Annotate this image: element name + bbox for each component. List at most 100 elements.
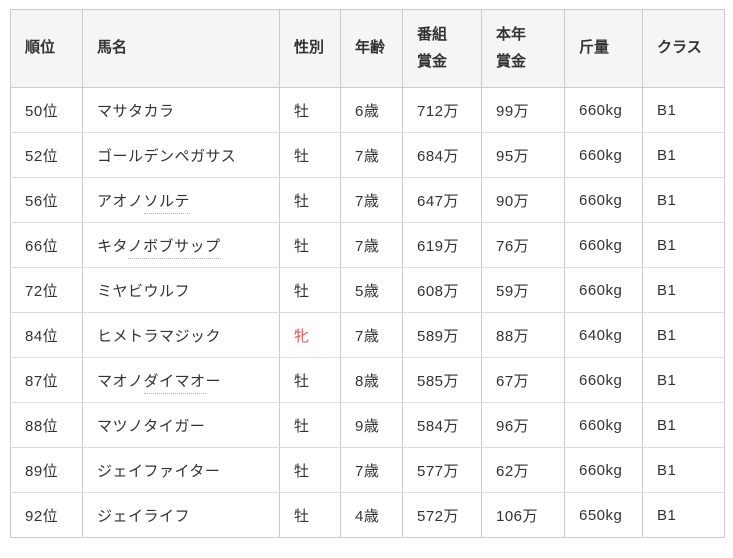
horse-name-text: アオノ (97, 192, 144, 210)
program-prize-cell: 619万 (402, 222, 482, 268)
program-prize-cell: 712万 (402, 87, 482, 133)
horse-name-cell: ヒメトラマジック (82, 312, 280, 358)
sex-cell: 牝 (279, 312, 341, 358)
rank-cell: 88位 (10, 402, 83, 448)
table-row: 56位 アオノソルテ牡 7歳 647万 90万 660kg B1 (10, 177, 725, 223)
program-prize-cell: 684万 (402, 132, 482, 178)
weight-cell: 650kg (564, 492, 643, 538)
table-row: 66位 キタノボブサップ牡 7歳 619万 76万 660kg B1 (10, 222, 725, 268)
horse-ranking-table: 順位 馬名 性別 年齢 番組 賞金 本年 賞金 斤量 クラス 50位 マサタカラ牡… (10, 9, 725, 538)
age-cell: 7歳 (340, 132, 403, 178)
table-row: 52位 ゴールデンペガサス 牡 7歳 684万 95万 660kg B1 (10, 132, 725, 178)
rank-cell: 89位 (10, 447, 83, 493)
horse-name-text: マオノ (97, 372, 144, 390)
sex-cell: 牡 (279, 447, 341, 493)
rank-cell: 87位 (10, 357, 83, 403)
year-prize-cell: 99万 (481, 87, 565, 133)
rank-cell: 84位 (10, 312, 83, 358)
class-cell: B1 (642, 222, 725, 268)
spellcheck-underlined-text: ノボブサップ (127, 237, 221, 259)
sex-cell: 牡 (279, 357, 341, 403)
horse-name-text: ミヤビウルフ (97, 282, 191, 300)
age-cell: 4歳 (340, 492, 403, 538)
table-row: 84位 ヒメトラマジック 牝 7歳 589万 88万 640kg B1 (10, 312, 725, 358)
class-cell: B1 (642, 357, 725, 403)
year-prize-cell: 96万 (481, 402, 565, 448)
program-prize-cell: 647万 (402, 177, 482, 223)
class-cell: B1 (642, 177, 725, 223)
table-row: 87位 マオノダイマオー牡 8歳 585万 67万 660kg B1 (10, 357, 725, 403)
weight-cell: 660kg (564, 402, 643, 448)
sex-cell: 牡 (279, 132, 341, 178)
horse-name-cell: マツノタイガー (82, 402, 280, 448)
table-body: 50位 マサタカラ牡 6歳 712万 99万 660kg B1 52位 ゴールデンペガサス牡 7歳… (10, 87, 725, 538)
horse-name-text: ジェイライフ (97, 507, 191, 525)
class-cell: B1 (642, 132, 725, 178)
year-prize-cell: 88万 (481, 312, 565, 358)
header-horse-name: 馬名 (82, 9, 280, 88)
horse-name-cell: アオノソルテ (82, 177, 280, 223)
header-weight: 斤量 (564, 9, 643, 88)
header-sex: 性別 (279, 9, 341, 88)
weight-cell: 660kg (564, 267, 643, 313)
class-cell: B1 (642, 267, 725, 313)
horse-name-text: ゴールデンペガサス (97, 147, 237, 165)
weight-cell: 660kg (564, 222, 643, 268)
sex-cell: 牡 (279, 492, 341, 538)
page: 順位 馬名 性別 年齢 番組 賞金 本年 賞金 斤量 クラス 50位 マサタカラ牡… (10, 9, 725, 538)
table-header: 順位 馬名 性別 年齢 番組 賞金 本年 賞金 斤量 クラス (10, 9, 725, 88)
rank-cell: 52位 (10, 132, 83, 178)
weight-cell: 660kg (564, 177, 643, 223)
horse-name-cell: マサタカラ (82, 87, 280, 133)
sex-cell: 牡 (279, 177, 341, 223)
year-prize-cell: 90万 (481, 177, 565, 223)
header-class: クラス (642, 9, 725, 88)
header-age: 年齢 (340, 9, 403, 88)
rank-cell: 56位 (10, 177, 83, 223)
horse-name-cell: ジェイファイター (82, 447, 280, 493)
program-prize-cell: 577万 (402, 447, 482, 493)
class-cell: B1 (642, 312, 725, 358)
year-prize-cell: 59万 (481, 267, 565, 313)
horse-name-text: ヒメトラマジック (97, 327, 222, 345)
header-rank: 順位 (10, 9, 83, 88)
rank-cell: 72位 (10, 267, 83, 313)
age-cell: 8歳 (340, 357, 403, 403)
rank-cell: 50位 (10, 87, 83, 133)
horse-name-cell: ジェイライフ (82, 492, 280, 538)
horse-name-text: キタ (97, 237, 128, 255)
weight-cell: 660kg (564, 87, 643, 133)
table-row: 92位 ジェイライフ 牡 4歳 572万 106万 650kg B1 (10, 492, 725, 538)
program-prize-cell: 608万 (402, 267, 482, 313)
age-cell: 7歳 (340, 177, 403, 223)
age-cell: 6歳 (340, 87, 403, 133)
spellcheck-underlined-text: ソルテ (143, 192, 191, 214)
class-cell: B1 (642, 87, 725, 133)
horse-name-cell: ミヤビウルフ (82, 267, 280, 313)
horse-name-text: ジェイファイター (97, 462, 221, 480)
rank-cell: 66位 (10, 222, 83, 268)
age-cell: 7歳 (340, 447, 403, 493)
class-cell: B1 (642, 447, 725, 493)
program-prize-cell: 572万 (402, 492, 482, 538)
sex-cell: 牡 (279, 402, 341, 448)
year-prize-cell: 76万 (481, 222, 565, 268)
horse-name-text: マサタカラ (97, 102, 175, 120)
header-program-prize: 番組 賞金 (402, 9, 482, 88)
year-prize-cell: 106万 (481, 492, 565, 538)
horse-name-cell: マオノダイマオー (82, 357, 280, 403)
horse-name-cell: キタノボブサップ (82, 222, 280, 268)
year-prize-cell: 95万 (481, 132, 565, 178)
table-row: 89位 ジェイファイター 牡 7歳 577万 62万 660kg B1 (10, 447, 725, 493)
header-year-prize: 本年 賞金 (481, 9, 565, 88)
table-row: 72位 ミヤビウルフ 牡 5歳 608万 59万 660kg B1 (10, 267, 725, 313)
age-cell: 7歳 (340, 222, 403, 268)
program-prize-cell: 584万 (402, 402, 482, 448)
sex-cell: 牡 (279, 222, 341, 268)
weight-cell: 640kg (564, 312, 643, 358)
horse-name-text: マツノタイガー (97, 417, 206, 435)
table-row: 88位 マツノタイガー 牡 9歳 584万 96万 660kg B1 (10, 402, 725, 448)
program-prize-cell: 585万 (402, 357, 482, 403)
class-cell: B1 (642, 402, 725, 448)
weight-cell: 660kg (564, 447, 643, 493)
